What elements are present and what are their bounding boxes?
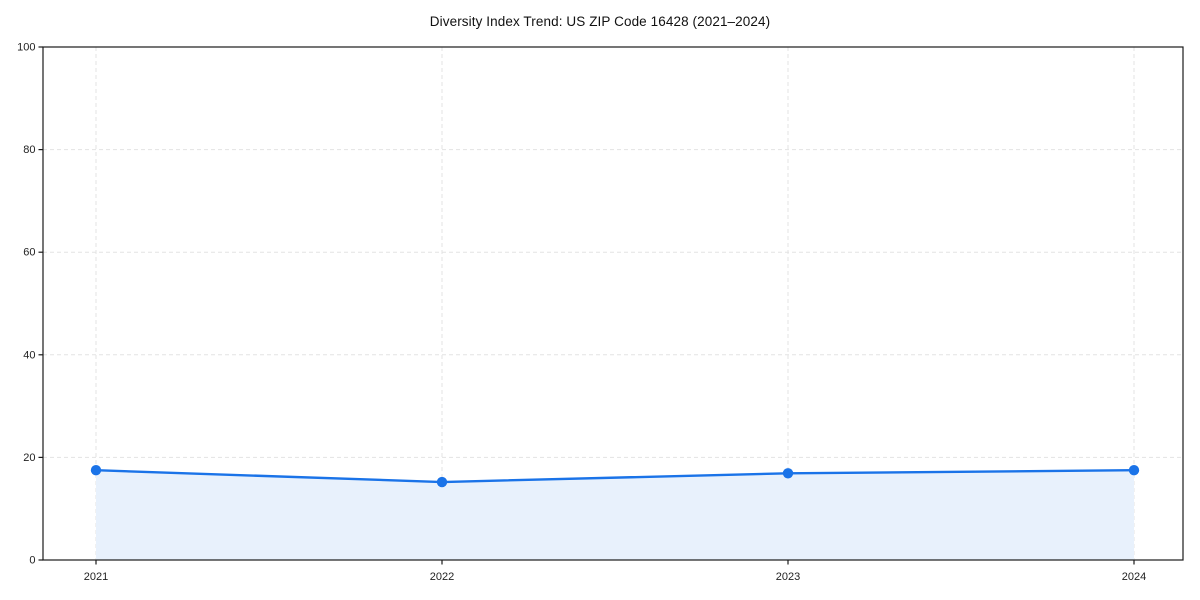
- y-tick-label: 60: [23, 247, 35, 259]
- y-tick-label: 20: [23, 452, 35, 464]
- data-point-marker: [1128, 465, 1140, 476]
- y-axis: 0 20 40 60 80 100: [17, 42, 43, 567]
- area-fill: [96, 470, 1134, 560]
- x-tick-label: 2024: [1122, 571, 1146, 583]
- y-tick-label: 0: [29, 555, 35, 567]
- data-point-marker: [782, 468, 794, 479]
- y-tick-label: 80: [23, 144, 35, 156]
- data-point-marker: [436, 476, 448, 488]
- x-axis: 2021 2022 2023 2024: [84, 560, 1146, 583]
- y-tick-label: 100: [17, 42, 35, 54]
- x-tick-label: 2023: [776, 571, 800, 583]
- plot-border: [42, 46, 1184, 561]
- x-tick-label: 2022: [430, 571, 454, 583]
- data-points: [90, 465, 1140, 488]
- trend-line: [94, 469, 1136, 484]
- chart-title: Diversity Index Trend: US ZIP Code 16428…: [429, 14, 771, 29]
- data-point-marker: [90, 465, 102, 476]
- x-tick-label: 2021: [84, 571, 108, 583]
- y-tick-label: 40: [23, 349, 35, 361]
